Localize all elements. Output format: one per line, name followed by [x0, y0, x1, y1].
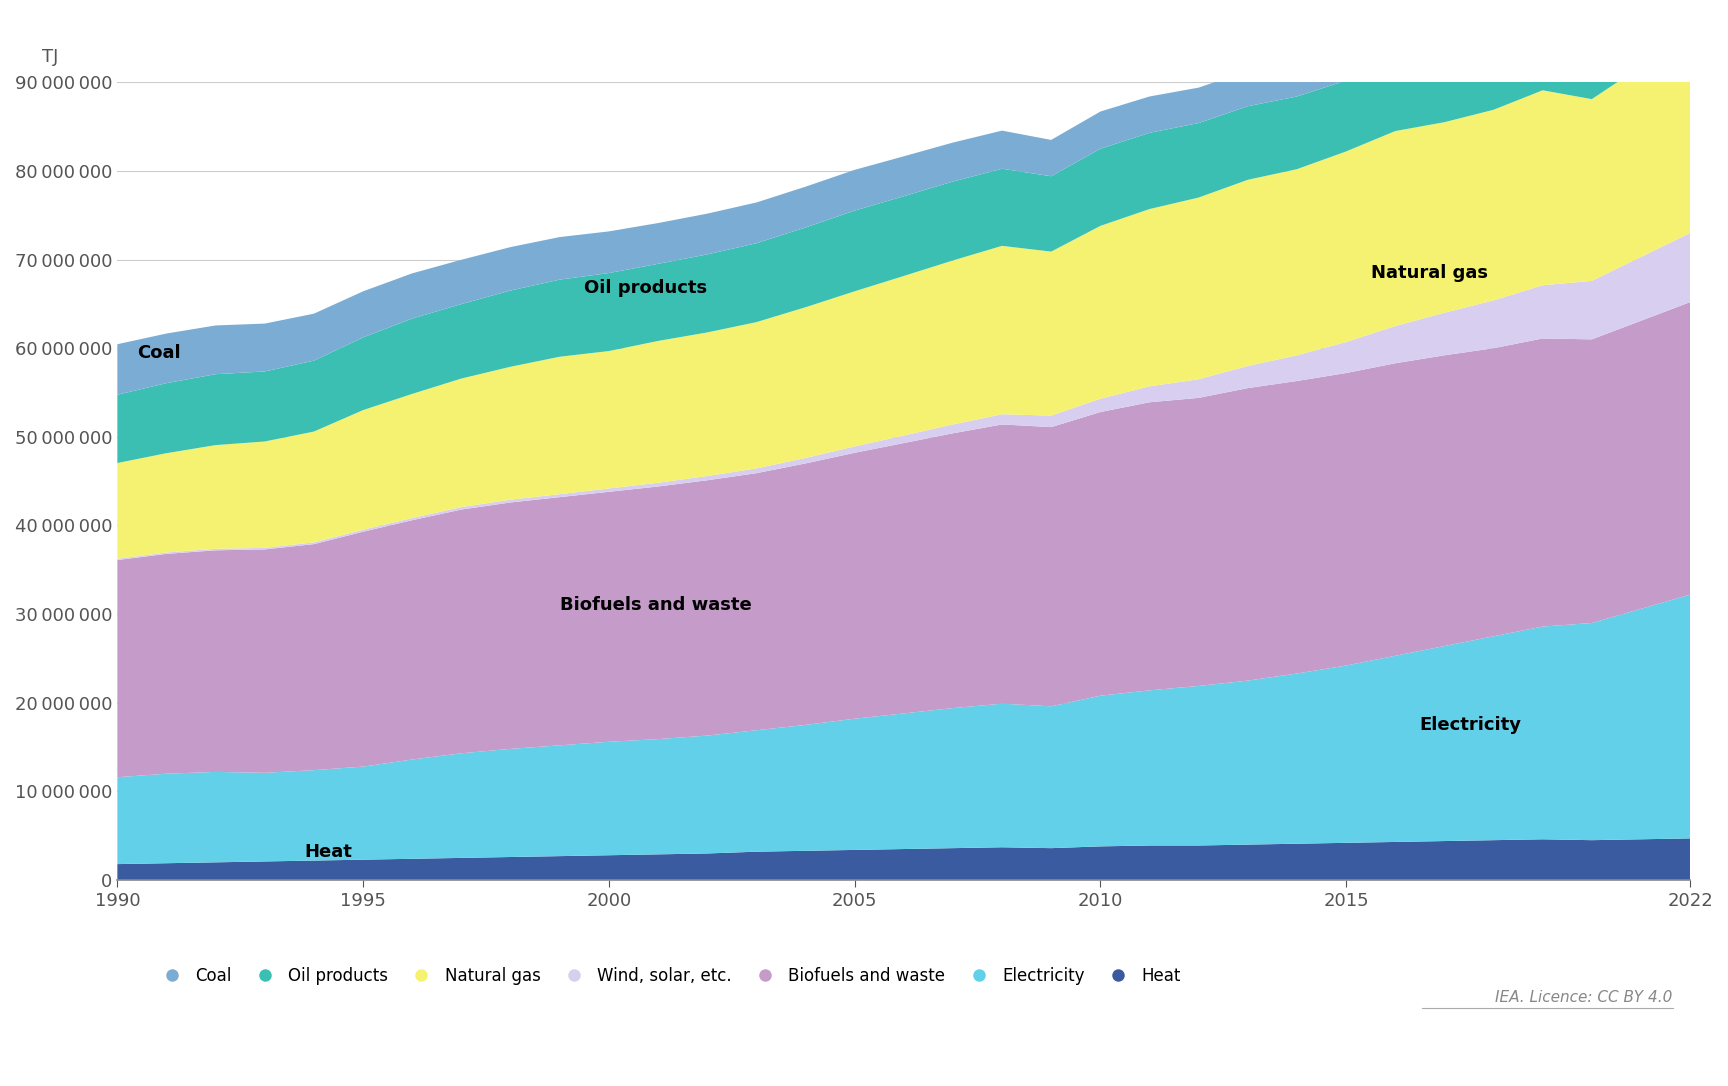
Text: Biofuels and waste: Biofuels and waste: [560, 596, 752, 615]
Text: TJ: TJ: [41, 49, 59, 66]
Text: Heat: Heat: [304, 843, 353, 861]
Text: IEA. Licence: CC BY 4.0: IEA. Licence: CC BY 4.0: [1495, 989, 1673, 1005]
Text: Natural gas: Natural gas: [1370, 264, 1488, 282]
Legend: Coal, Oil products, Natural gas, Wind, solar, etc., Biofuels and waste, Electric: Coal, Oil products, Natural gas, Wind, s…: [149, 960, 1187, 992]
Text: Electricity: Electricity: [1420, 716, 1522, 734]
Text: Coal: Coal: [137, 343, 181, 362]
Text: Oil products: Oil products: [584, 279, 707, 296]
